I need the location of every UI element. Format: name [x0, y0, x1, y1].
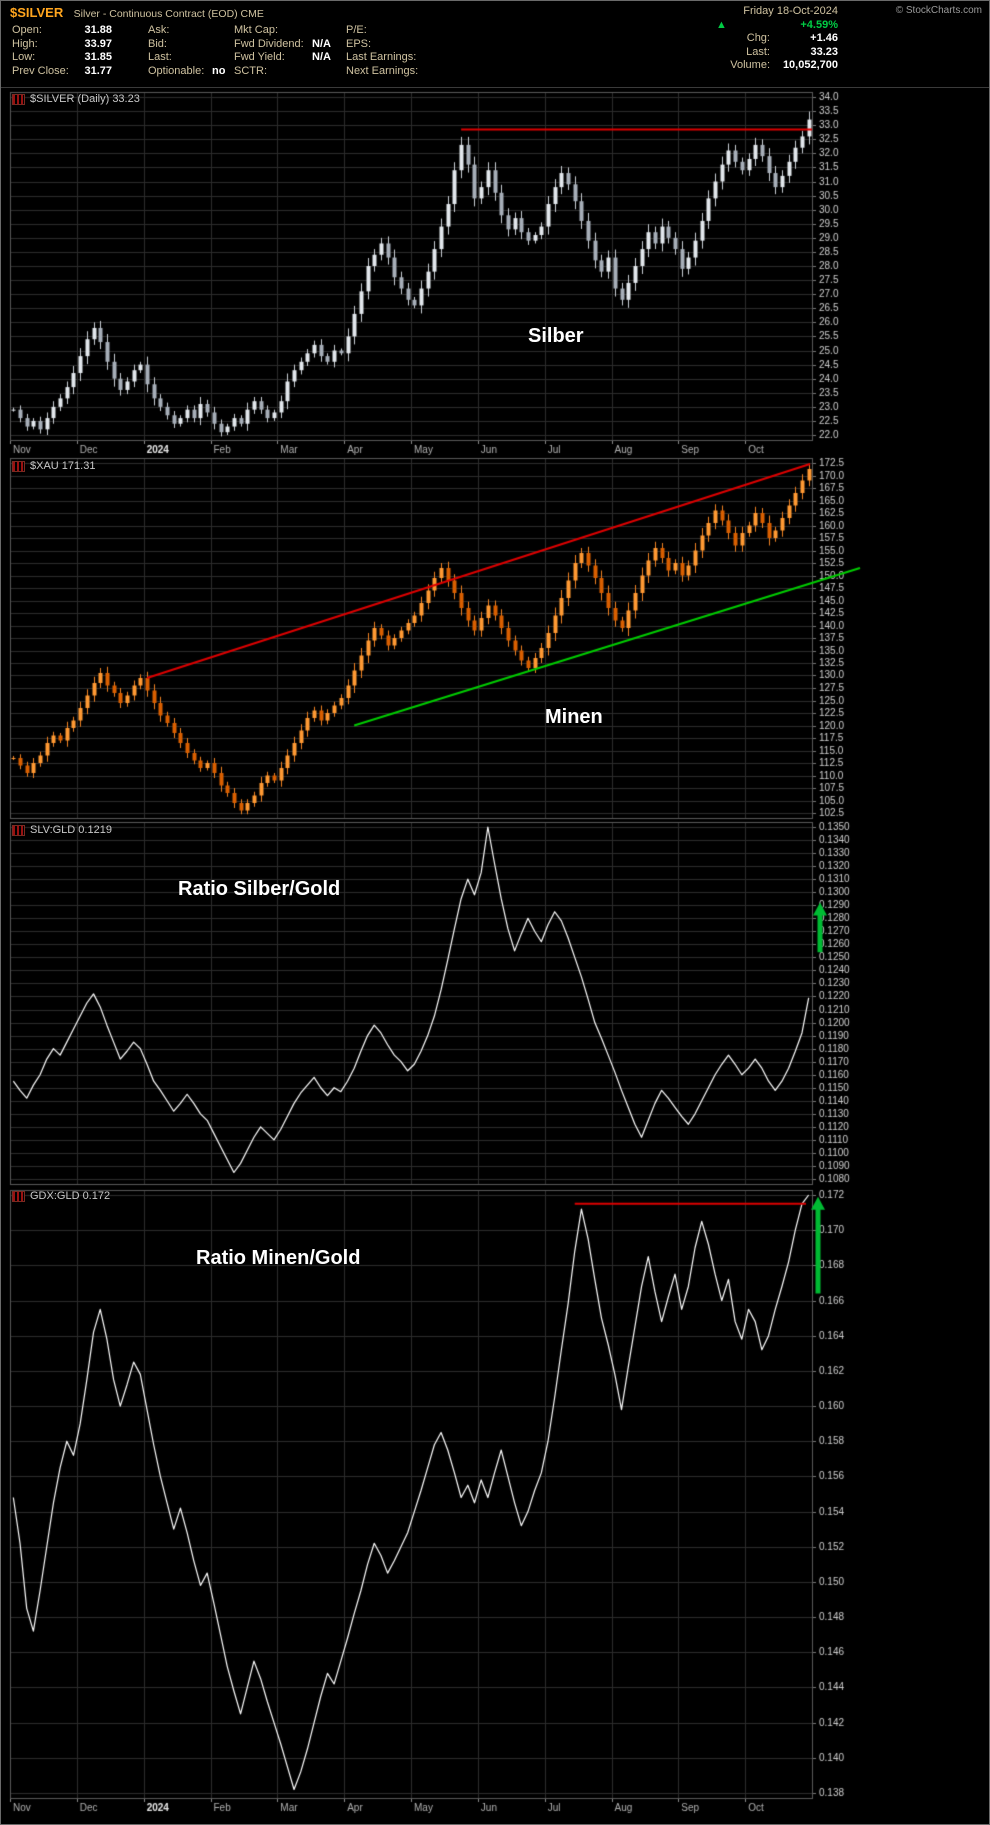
quote-row: Chg: +1.46 [716, 32, 838, 46]
optionable-value: no [212, 64, 226, 77]
legend-text: SLV:GLD 0.1219 [30, 824, 112, 836]
silver-candlestick-chart [0, 88, 990, 456]
chg-label: Chg: [746, 32, 770, 44]
quote-date: Friday 18-Oct-2024 [743, 5, 838, 17]
low-value: 31.85 [84, 51, 112, 63]
optionable-label: Optionable: [148, 64, 205, 77]
up-arrow-icon: ▲ [716, 18, 727, 31]
fwd-yield-value: N/A [312, 51, 331, 63]
quote-row: Fwd Yield: N/A [234, 51, 331, 65]
quote-column-earnings: P/E: EPS: Last Earnings: Next Earnings: [346, 24, 432, 78]
quote-row: Last: 33.23 [716, 46, 838, 60]
silver-annotation: Silber [528, 325, 584, 347]
open-label: Open: [12, 24, 42, 36]
quote-row: Next Earnings: [346, 65, 432, 79]
high-value: 33.97 [84, 37, 112, 50]
quote-row: Last: [148, 51, 225, 65]
quote-row: Bid: [148, 38, 225, 52]
prev-close-value: 31.77 [84, 64, 112, 77]
legend-text: GDX:GLD 0.172 [30, 1190, 111, 1202]
volume-value: 10,052,700 [782, 59, 838, 71]
percent-change-value: +4.59% [800, 18, 838, 31]
legend-silver: $SILVER (Daily) 33.23 [12, 93, 140, 105]
gdx-gld-ratio-chart [0, 1188, 990, 1825]
chart-stack [0, 88, 990, 1825]
quote-header: $SILVER Silver - Continuous Contract (EO… [0, 0, 990, 88]
quote-column-bid-ask: Ask: Bid: Last: Optionable: no [148, 24, 225, 78]
legend-candle-icon [12, 460, 25, 472]
low-label: Low: [12, 51, 36, 63]
legend-text: $XAU 171.31 [30, 460, 96, 472]
quote-row: Open: 31.88 [12, 24, 112, 38]
quote-column-ohlc: Open: 31.88 High: 33.97 Low: 31.85 Prev Clo… [12, 24, 112, 78]
last-earnings-label: Last Earnings: [346, 51, 417, 63]
prev-close-label: Prev Close: [12, 64, 69, 77]
quote-row: Optionable: no [148, 65, 225, 79]
xau-candlestick-chart [0, 456, 990, 820]
copyright: © StockCharts.com [895, 5, 982, 16]
fwd-yield-label: Fwd Yield: [234, 51, 285, 63]
eps-label: EPS: [346, 37, 372, 50]
quote-row: P/E: [346, 24, 432, 38]
fwd-dividend-label: Fwd Dividend: [234, 37, 304, 50]
quote-row: High: 33.97 [12, 38, 112, 52]
next-earnings-label: Next Earnings: [346, 64, 419, 77]
symbol: $SILVER [10, 5, 64, 20]
ask-label: Ask: [148, 24, 170, 36]
legend-candle-icon [12, 1190, 25, 1202]
open-value: 31.88 [84, 24, 112, 36]
quote-row: Mkt Cap: [234, 24, 331, 38]
quote-row: EPS: [346, 38, 432, 52]
symbol-description: Silver - Continuous Contract (EOD) CME [73, 8, 264, 20]
silver-gold-ratio-annotation: Ratio Silber/Gold [178, 878, 341, 900]
minen-annotation: Minen [545, 706, 603, 728]
pe-label: P/E: [346, 24, 367, 36]
chg-value: +1.46 [810, 32, 838, 44]
quote-column-fundamentals: Mkt Cap: Fwd Dividend: N/A Fwd Yield: N/A … [234, 24, 331, 78]
mktcap-label: Mkt Cap: [234, 24, 279, 36]
volume-label: Volume: [730, 59, 770, 71]
quote-row: SCTR: [234, 65, 331, 79]
sctr-label: SCTR: [234, 64, 267, 77]
legend-text: $SILVER (Daily) 33.23 [30, 93, 140, 105]
high-label: High: [12, 37, 38, 50]
last-price-value: 33.23 [810, 45, 838, 58]
title-row: $SILVER Silver - Continuous Contract (EO… [10, 4, 264, 22]
quote-row: Fwd Dividend: N/A [234, 38, 331, 52]
quote-row: Prev Close: 31.77 [12, 65, 112, 79]
bid-label: Bid: [148, 37, 167, 50]
legend-gdx-gld: GDX:GLD 0.172 [12, 1190, 110, 1202]
legend-candle-icon [12, 824, 25, 836]
slv-gld-ratio-chart [0, 820, 990, 1188]
last-price-label: Last: [746, 45, 770, 58]
last-label: Last: [148, 51, 172, 63]
quote-column-change: Friday 18-Oct-2024 ▲ +4.59% Chg: +1.46 La… [716, 5, 838, 73]
legend-xau: $XAU 171.31 [12, 460, 95, 472]
minen-gold-ratio-annotation: Ratio Minen/Gold [196, 1247, 361, 1269]
quote-row: Ask: [148, 24, 225, 38]
quote-row: Low: 31.85 [12, 51, 112, 65]
quote-row: Last Earnings: [346, 51, 432, 65]
percent-change-row: ▲ +4.59% [716, 19, 838, 33]
quote-row: Volume: 10,052,700 [716, 59, 838, 73]
legend-candle-icon [12, 93, 25, 105]
legend-slv-gld: SLV:GLD 0.1219 [12, 824, 112, 836]
fwd-dividend-value: N/A [312, 37, 331, 50]
